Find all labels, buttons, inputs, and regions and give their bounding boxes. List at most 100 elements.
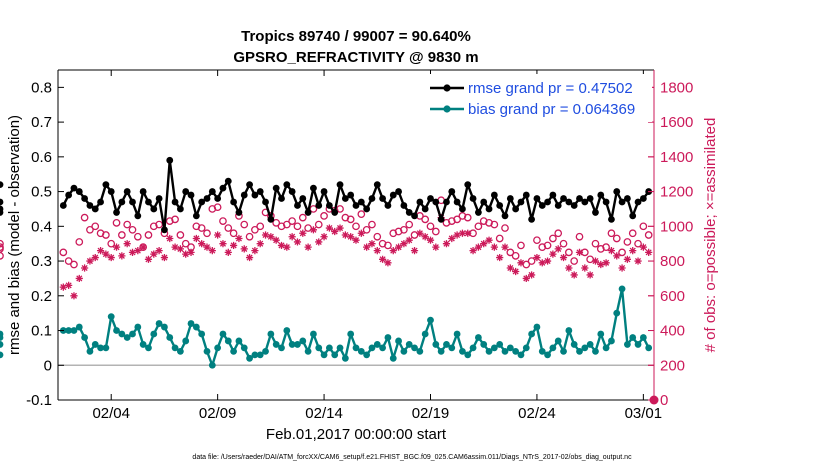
rmse-point [443,198,450,206]
y-tick-label: 0.6 [31,149,52,166]
obs-assimilated-marker [501,243,509,251]
obs-assimilated-point [543,257,552,265]
obs-assimilated-marker [144,255,153,263]
x-tick-label: 02/24 [518,405,556,422]
obs-assimilated-point [389,247,397,255]
obs-assimilated-marker [155,247,163,255]
rmse-point [373,181,381,189]
obs-possible-point [357,210,366,219]
obs-assimilated-point [363,243,371,251]
rmse-point [113,209,120,216]
bias-point [427,316,434,324]
obs-assimilated-point [166,234,174,243]
rmse-point [613,188,621,195]
x-tick-label: 02/19 [412,405,450,422]
rmse-point [522,191,530,199]
bias-point [235,337,243,345]
obs-assimilated-marker [91,253,99,262]
rmse-point [171,198,179,206]
rmse-point [416,198,424,206]
obs-possible-point [245,232,254,241]
obs-possible-point [70,260,78,269]
rmse-point [0,181,4,189]
obs-assimilated-marker [496,253,504,262]
rmse-point [400,202,408,209]
rmse-point [464,181,472,189]
obs-assimilated-marker [81,264,89,272]
rmse-point [331,209,339,216]
obs-assimilated-point [400,240,408,248]
rmse-point [501,212,509,220]
obs-possible-point [628,229,637,238]
rmse-point [602,198,610,206]
obs-assimilated-marker [59,283,67,291]
rmse-point [490,191,498,199]
rmse-point [427,195,434,202]
obs-assimilated-point [256,240,264,248]
bias-point [294,341,301,348]
rmse-point [485,205,493,213]
bias-point [278,344,285,352]
rmse-point [581,198,589,206]
x-tick-label: 02/04 [92,405,130,422]
legend: rmse grand pr = 0.47502 bias grand pr = … [424,74,652,122]
bias-point [485,347,493,355]
obs-assimilated-point [565,264,573,272]
obs-assimilated-point [235,234,243,243]
bias-point [400,347,408,355]
obs-assimilated-marker [293,238,302,246]
rmse-point [357,198,365,206]
rmse-point [240,191,248,199]
obs-assimilated-marker [224,248,232,256]
bias-point [448,344,456,352]
obs-assimilated-point [192,234,200,243]
bias-point [570,341,578,348]
obs-assimilated-point [203,243,211,251]
obs-assimilated-marker [602,259,610,267]
obs-possible-point [607,229,616,238]
obs-assimilated-marker [528,271,536,279]
obs-assimilated-point [607,247,616,255]
bias-point [267,330,275,338]
obs-possible-point [293,222,302,231]
obs-possible-point [618,248,626,257]
rmse-point [512,205,520,213]
rmse-point [480,198,488,206]
obs-possible-point [575,232,584,241]
rmse-point [448,188,456,195]
rmse-point [576,195,583,202]
obs-assimilated-point [288,233,296,241]
obs-assimilated-marker [96,247,105,255]
bias-point [363,351,371,359]
bias-point [613,309,621,317]
obs-assimilated-marker [235,234,243,243]
bias-point [198,330,206,338]
obs-assimilated-marker [373,247,381,255]
bias-point [224,337,232,345]
rmse-point [145,198,152,206]
bias-point [65,327,73,334]
obs-possible-point [336,205,344,213]
bias-point [102,344,110,352]
rmse-point [150,205,158,213]
obs-possible-point [213,203,222,212]
obs-assimilated-marker [575,248,584,256]
bias-point [166,334,174,341]
obs-possible-point [644,231,653,239]
rmse-point [278,195,285,202]
obs-assimilated-point [70,292,78,300]
rmse-point [405,209,413,216]
obs-assimilated-marker [384,259,392,267]
rmse-point [384,202,392,209]
rmse-point [198,198,206,206]
obs-assimilated-marker [389,247,397,255]
obs-assimilated-marker [586,271,594,279]
bias-point [315,344,323,352]
obs-assimilated-marker [512,267,520,276]
rmse-point [533,195,541,202]
obs-assimilated-point [448,234,456,243]
bias-point [544,351,551,359]
obs-assimilated-point [171,243,179,251]
obs-possible-point [314,220,323,229]
obs-assimilated-marker [245,253,254,262]
